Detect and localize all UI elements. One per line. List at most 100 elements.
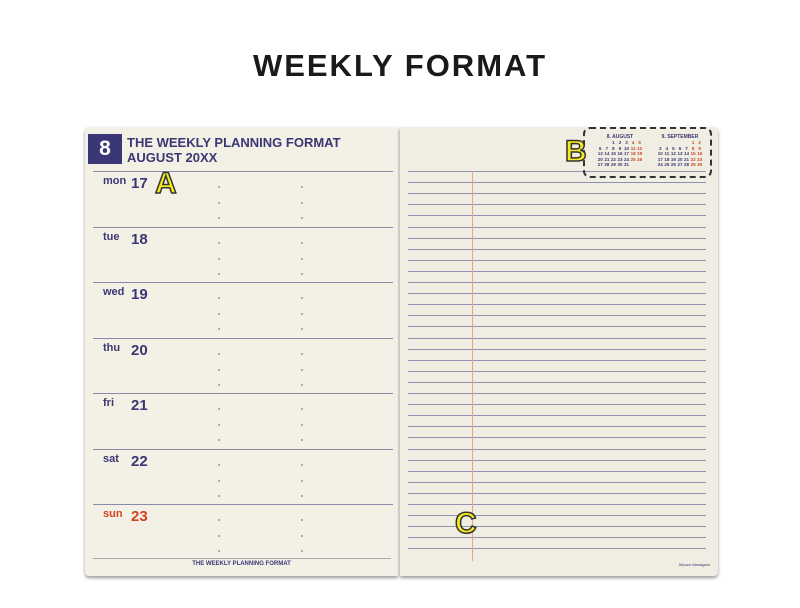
- grid-dot: [218, 368, 220, 371]
- calendar-day: 21: [604, 156, 610, 162]
- calendar-day: 9: [698, 145, 701, 151]
- calendar-day: 3: [659, 145, 662, 151]
- calendar-day: 19: [637, 151, 643, 156]
- ruled-line: [408, 248, 706, 250]
- day-date: 22: [131, 452, 148, 470]
- day-name: sun: [103, 508, 123, 520]
- ruled-line: [408, 448, 706, 450]
- calendar-day: 6: [599, 145, 602, 151]
- calendar-day: 16: [617, 151, 623, 156]
- calendar-day: 19: [670, 156, 676, 162]
- grid-dot: [301, 383, 303, 386]
- bottom-rule: [93, 558, 391, 559]
- day-name: wed: [103, 286, 125, 298]
- calendar-day: 10: [657, 151, 663, 156]
- grid-dot: [218, 550, 220, 552]
- day-name: fri: [103, 397, 114, 409]
- grid-dot: [218, 535, 220, 537]
- calendar-day: 22: [610, 156, 616, 162]
- day-row-tue: tue 18: [93, 226, 393, 283]
- grid-dot: [301, 328, 303, 330]
- grid-dot: [218, 383, 220, 386]
- grid-dot: [218, 297, 220, 299]
- brand-text: Mouzu Managers: [679, 562, 710, 567]
- calendar-day: 26: [670, 162, 676, 167]
- grid-dot: [301, 297, 303, 299]
- calendar-day: 29: [690, 162, 696, 167]
- calendar-day: 24: [624, 156, 630, 162]
- ruled-line: [408, 237, 706, 239]
- calendar-title: 8. AUGUST: [606, 134, 634, 140]
- ruled-line: [408, 204, 706, 206]
- grid-dot: [218, 186, 220, 188]
- calendar-day: 7: [605, 145, 609, 151]
- ruled-line: [408, 537, 706, 539]
- calendar-day: 13: [677, 151, 683, 156]
- ruled-line: [408, 459, 706, 461]
- ruled-line: [408, 526, 706, 528]
- ruled-line: [408, 359, 706, 361]
- grid-dot: [301, 463, 303, 466]
- calendar-day: 5: [672, 145, 675, 151]
- calendar-day: 2: [618, 140, 622, 145]
- day-date: 17: [131, 175, 148, 192]
- calendar-day: [636, 162, 643, 168]
- label-c: C: [454, 506, 477, 541]
- day-date: 19: [131, 286, 148, 303]
- calendar-day: 9: [618, 145, 622, 151]
- calendar-day: 18: [664, 156, 670, 162]
- day-row-mon: mon 17: [93, 171, 393, 227]
- calendar-day: 22: [690, 156, 696, 162]
- grid-dot: [218, 408, 220, 410]
- ruled-line: [408, 404, 706, 406]
- grid-dot: [301, 202, 303, 204]
- ruled-line: [408, 504, 706, 505]
- calendar-day: 8: [612, 145, 615, 151]
- ruled-line: [408, 282, 706, 283]
- grid-dot: [218, 479, 220, 482]
- ruled-line: [408, 415, 706, 417]
- calendar-day: 11: [630, 145, 636, 151]
- calendar-day: 30: [617, 162, 623, 167]
- grid-dot: [218, 519, 220, 521]
- ruled-line: [408, 548, 706, 550]
- ruled-line: [408, 426, 706, 428]
- ruled-line: [408, 270, 706, 272]
- grid-dot: [218, 494, 220, 497]
- calendar-day: 20: [677, 156, 683, 162]
- ruled-line: [408, 348, 706, 350]
- page-title: WEEKLY FORMAT: [252, 48, 548, 83]
- calendar-day: 4: [631, 140, 635, 145]
- ruled-line: [408, 337, 706, 339]
- grid-dot: [301, 494, 303, 497]
- calendar-day: 10: [624, 145, 630, 151]
- month-number: 8: [88, 134, 122, 164]
- grid-dot: [301, 352, 303, 355]
- ruled-line: [408, 370, 706, 372]
- grid-dot: [218, 439, 220, 441]
- calendar-day: 24: [657, 162, 663, 167]
- day-date: 23: [131, 508, 148, 525]
- grid-dot: [218, 272, 220, 275]
- left-page: 8 THE WEEKLY PLANNING FORMAT AUGUST 20XX…: [85, 127, 398, 576]
- calendar-day: 3: [625, 140, 628, 145]
- day-name: mon: [103, 175, 127, 187]
- ruled-line: [408, 226, 706, 228]
- calendar-day: 23: [617, 156, 623, 162]
- ruled-line: [408, 304, 706, 306]
- calendar-day: 4: [665, 145, 669, 151]
- calendar-day: 15: [690, 151, 696, 156]
- ruled-line: [408, 326, 706, 328]
- calendar-day: 14: [684, 151, 690, 156]
- right-page: 8. AUGUST 1 2 3 4 5 6 7 8 9 10 11 12 13 14 15 16 17 18 19 20…: [400, 127, 718, 576]
- calendar-day: 14: [604, 151, 610, 156]
- ruled-line: [408, 293, 706, 295]
- mini-calendar-august: 8. AUGUST 1 2 3 4 5 6 7 8 9 10 11 12 13 14 15 16 17 18 19 20…: [597, 134, 643, 168]
- day-date: 21: [131, 397, 148, 414]
- ruled-line: [408, 171, 706, 172]
- grid-dot: [218, 352, 220, 355]
- grid-dot: [218, 217, 220, 219]
- calendar-day: 1: [612, 140, 615, 145]
- grid-dot: [301, 217, 303, 219]
- day-date: 18: [131, 230, 148, 248]
